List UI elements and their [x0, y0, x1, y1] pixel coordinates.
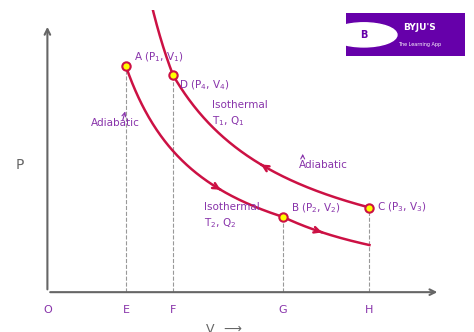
Text: G: G	[279, 305, 287, 315]
Text: BYJU'S: BYJU'S	[403, 23, 436, 32]
Text: Adiabatic: Adiabatic	[299, 160, 347, 170]
Text: D (P$_4$, V$_4$): D (P$_4$, V$_4$)	[179, 78, 229, 92]
Text: H: H	[365, 305, 374, 315]
Text: P: P	[16, 158, 24, 172]
Text: The Learning App: The Learning App	[398, 42, 441, 47]
Text: B (P$_2$, V$_2$): B (P$_2$, V$_2$)	[291, 202, 340, 215]
Text: E: E	[122, 305, 129, 315]
Text: A (P$_1$, V$_1$): A (P$_1$, V$_1$)	[134, 50, 183, 64]
Circle shape	[330, 23, 397, 47]
Text: Isothermal
T$_1$, Q$_1$: Isothermal T$_1$, Q$_1$	[212, 100, 268, 128]
Text: O: O	[43, 305, 52, 315]
Text: Adiabatic: Adiabatic	[91, 118, 139, 128]
Text: B: B	[360, 30, 367, 40]
Text: F: F	[170, 305, 176, 315]
Text: V  $\longrightarrow$: V $\longrightarrow$	[205, 323, 243, 332]
Text: Isothermal
T$_2$, Q$_2$: Isothermal T$_2$, Q$_2$	[204, 202, 260, 230]
Text: C (P$_3$, V$_3$): C (P$_3$, V$_3$)	[377, 201, 427, 214]
